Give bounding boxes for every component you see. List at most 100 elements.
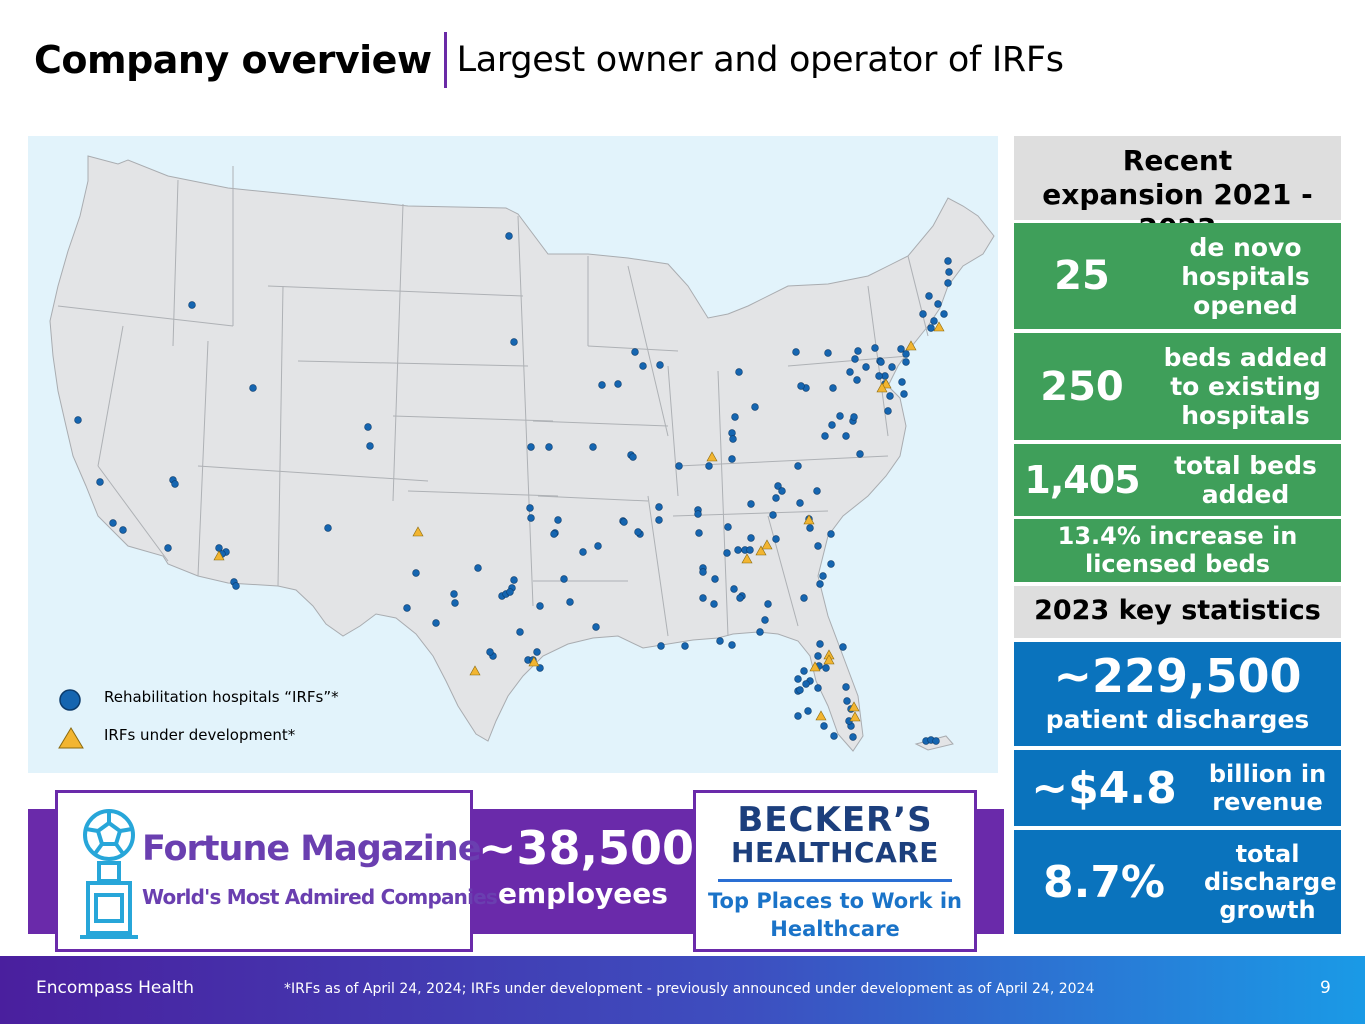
stat-beds-added-label: beds added to existing hospitals [1163,343,1328,430]
development-marker [412,526,424,537]
hospital-marker [888,363,896,371]
hospital-marker [545,443,553,451]
development-marker [469,665,481,676]
hospital-marker [842,683,850,691]
hospital-marker [731,413,739,421]
stat-beds-added-value: 250 [1040,363,1124,410]
hospital-marker [592,623,600,631]
hospital-marker [800,594,808,602]
hospital-marker [716,637,724,645]
hospital-marker [816,580,824,588]
hospital-marker [813,487,821,495]
hospital-marker [827,560,835,568]
development-marker [706,451,718,462]
hospital-marker [554,516,562,524]
employees-stat: ~38,500 employees [478,820,694,912]
hospital-marker [794,675,802,683]
development-marker [761,539,773,550]
hospital-marker [919,310,927,318]
development-marker [803,514,815,525]
hospital-marker [171,480,179,488]
hospital-marker [694,510,702,518]
legend-development: IRFs under development* [58,726,295,749]
hospital-marker [728,455,736,463]
hospital-marker [806,524,814,532]
hospital-marker [695,529,703,537]
hospital-marker [804,707,812,715]
hospital-marker [772,494,780,502]
hospital-marker [794,712,802,720]
hospital-marker [598,381,606,389]
us-land-shape [49,155,995,752]
hospital-marker [589,443,597,451]
hospital-marker [822,664,830,672]
beckers-subtitle: Top Places to Work in Healthcare [708,889,962,941]
hospital-marker [723,549,731,557]
hospital-marker [829,384,837,392]
hospital-marker [510,576,518,584]
fortune-subtitle: World's Most Admired Companies [142,885,498,909]
footer-brand: Encompass Health [36,978,194,998]
hospital-marker [875,372,883,380]
legend-hospitals-label: Rehabilitation hospitals “IRFs”* [104,688,339,706]
hospital-marker [802,680,810,688]
hospital-marker [614,380,622,388]
hospital-marker [526,504,534,512]
employees-label: employees [498,877,668,910]
hospital-marker [842,432,850,440]
hospital-marker [927,324,935,332]
hospital-marker [925,292,933,300]
hospital-marker [746,546,754,554]
hospital-marker [821,432,829,440]
stat-de-novo-label: de novo hospitals opened [1181,232,1310,320]
hospital-marker [675,462,683,470]
hospital-marker [843,697,851,705]
hospital-marker [432,619,440,627]
hospital-marker [516,628,524,636]
beckers-logo: BECKER’S HEALTHCARE [696,803,974,869]
hospital-marker [510,338,518,346]
hospital-marker [902,358,910,366]
hospital-marker [849,733,857,741]
hospital-marker [761,616,769,624]
beckers-divider [718,879,952,882]
hospital-marker [634,528,642,536]
hospital-marker [945,268,953,276]
stat-increase: 13.4% increase in licensed beds [1014,519,1341,582]
key-stats-header: 2023 key statistics [1014,586,1341,638]
hospital-marker [769,511,777,519]
development-marker [933,321,945,332]
hospital-marker [932,737,940,745]
hospital-marker [655,503,663,511]
hospital-marker [814,542,822,550]
hospital-marker [820,722,828,730]
stat-total-beds-label: total beds added [1174,451,1317,509]
hospital-marker [249,384,257,392]
hospital-marker [850,413,858,421]
stat-total-beds: 1,405 total beds added [1014,444,1341,516]
hospital-marker [536,602,544,610]
hospital-marker [474,564,482,572]
expansion-header: Recent expansion 2021 - 2023 [1014,136,1341,245]
hospital-marker [631,348,639,356]
stat-discharges-value: ~229,500 [1053,649,1302,703]
hospital-marker [772,535,780,543]
hospital-marker [900,390,908,398]
stat-growth-label: total discharge growth [1204,840,1337,924]
hospital-marker [871,344,879,352]
hospital-marker [836,412,844,420]
hospital-marker [594,542,602,550]
stat-discharge-growth: 8.7% total discharge growth [1014,830,1341,934]
hospital-marker [699,594,707,602]
hospital-marker [944,257,952,265]
development-marker [815,710,827,721]
hospital-marker [764,600,772,608]
hospital-marker [774,482,782,490]
hospital-marker [751,403,759,411]
hospital-marker [681,642,689,650]
title-main: Company overview [34,38,432,82]
hospital-marker [657,642,665,650]
us-map-panel [28,136,998,773]
hospital-marker [527,514,535,522]
hospital-marker [711,575,719,583]
